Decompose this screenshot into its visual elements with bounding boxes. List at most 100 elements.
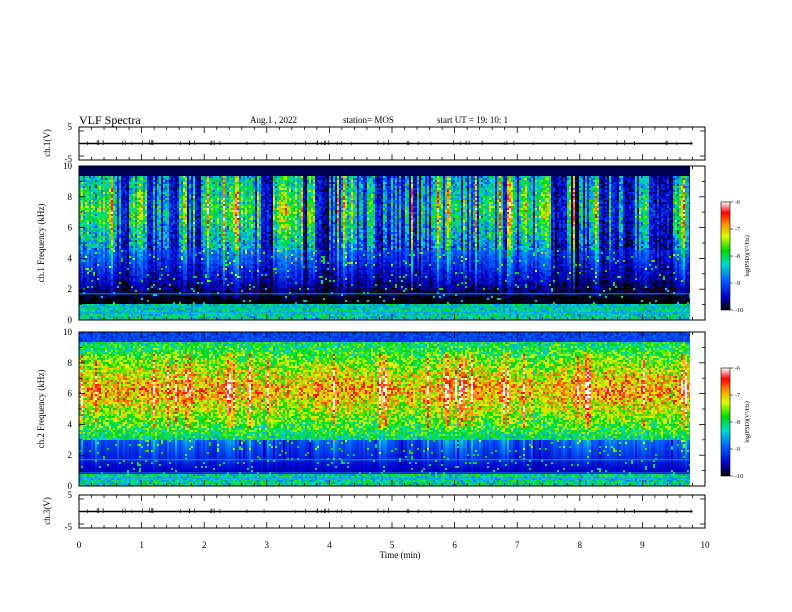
spectrogram-cell [183, 294, 185, 296]
spectrogram-cell [83, 182, 85, 184]
spectrogram-cell [121, 266, 123, 268]
spectrogram-cell [149, 310, 151, 312]
spectrogram-cell [201, 206, 203, 208]
spectrogram-cell [141, 294, 143, 296]
spectrogram-cell [99, 206, 101, 208]
spectrogram-cell [167, 250, 169, 252]
spectrogram-cell [103, 250, 105, 252]
spectrogram-cell [155, 182, 157, 184]
spectrogram-cell [211, 248, 213, 250]
spectrogram-cell [205, 174, 207, 176]
spectrogram-cell [81, 210, 83, 212]
spectrogram-cell [197, 266, 199, 268]
spectrogram-cell [139, 230, 141, 232]
spectrogram-cell [155, 252, 157, 254]
spectrogram-cell [163, 266, 165, 268]
spectrogram-cell [193, 284, 195, 286]
spectrogram-cell [87, 290, 89, 292]
spectrogram-cell [89, 224, 91, 226]
spectrogram-cell [177, 198, 179, 200]
spectrogram-cell [129, 310, 131, 312]
spectrogram-cell [177, 240, 179, 242]
spectrogram-cell [195, 218, 197, 220]
spectrogram-cell [213, 230, 215, 232]
spectrogram-cell [195, 190, 197, 192]
spectrogram-cell [117, 258, 119, 260]
spectrogram-cell [175, 266, 177, 268]
spectrogram-cell [109, 218, 111, 220]
spectrogram-cell [147, 224, 149, 226]
spectrogram-cell [159, 250, 161, 252]
spectrogram-cell [179, 234, 181, 236]
spectrogram-cell [115, 178, 117, 180]
spectrogram-cell [211, 304, 213, 306]
spectrogram-cell [99, 198, 101, 200]
spectrogram-cell [163, 234, 165, 236]
spectrogram-cell [111, 200, 113, 202]
spectrogram-cell [113, 314, 115, 316]
spectrogram-cell [189, 190, 191, 192]
spectrogram-cell [123, 266, 125, 268]
spectrogram-cell [147, 256, 149, 258]
spectrogram-cell [197, 254, 199, 256]
spectrogram-cell [101, 218, 103, 220]
spectrogram-cell [201, 254, 203, 256]
spectrogram-cell [97, 178, 99, 180]
spectrogram-cell [187, 230, 189, 232]
spectrogram-cell [107, 266, 109, 268]
spectrogram-cell [91, 266, 93, 268]
spectrogram-cell [159, 210, 161, 212]
spectrogram-cell [113, 194, 115, 196]
spectrogram-cell [175, 186, 177, 188]
spectrogram-cell [133, 284, 135, 286]
spectrogram-cell [101, 242, 103, 244]
spectrogram-cell [85, 172, 87, 174]
spectrogram-cell [121, 200, 123, 202]
spectrogram-cell [147, 268, 149, 270]
spectrogram-cell [201, 172, 203, 174]
spectrogram-cell [149, 188, 151, 190]
spectrogram-cell [127, 254, 129, 256]
spectrogram-cell [195, 268, 197, 270]
spectrogram-cell [111, 248, 113, 250]
spectrogram-cell [203, 308, 205, 310]
spectrogram-cell [165, 196, 167, 198]
spectrogram-cell [137, 192, 139, 194]
spectrogram-cell [179, 186, 181, 188]
spectrogram-cell [111, 192, 113, 194]
spectrogram-cell [205, 222, 207, 224]
spectrogram-cell [105, 268, 107, 270]
spectrogram-cell [143, 256, 145, 258]
spectrogram-cell [179, 236, 181, 238]
spectrogram-cell [195, 294, 197, 296]
spectrogram-cell [187, 256, 189, 258]
spectrogram-cell [135, 204, 137, 206]
spectrogram-cell [143, 200, 145, 202]
spectrogram-cell [171, 304, 173, 306]
spectrogram-cell [211, 262, 213, 264]
spectrogram-cell [135, 290, 137, 292]
spectrogram-cell [173, 236, 175, 238]
spectrogram-cell [199, 294, 201, 296]
spectrogram-cell [87, 240, 89, 242]
spectrogram-cell [157, 250, 159, 252]
spectrogram-cell [101, 262, 103, 264]
spectrogram-cell [163, 190, 165, 192]
spectrogram-cell [129, 228, 131, 230]
spectrogram-cell [141, 290, 143, 292]
spectrogram-cell [123, 238, 125, 240]
spectrogram-cell [195, 170, 197, 172]
spectrogram-cell [171, 174, 173, 176]
spectrogram-cell [143, 198, 145, 200]
spectrogram-cell [113, 168, 115, 170]
spectrogram-cell [195, 258, 197, 260]
spectrogram-cell [177, 308, 179, 310]
spectrogram-cell [111, 232, 113, 234]
spectrogram-cell [145, 258, 147, 260]
spectrogram-cell [147, 220, 149, 222]
spectrogram-cell [103, 286, 105, 288]
spectrogram-cell [201, 196, 203, 198]
spectrogram-cell [171, 182, 173, 184]
spectrogram-cell [137, 258, 139, 260]
spectrogram-cell [111, 210, 113, 212]
